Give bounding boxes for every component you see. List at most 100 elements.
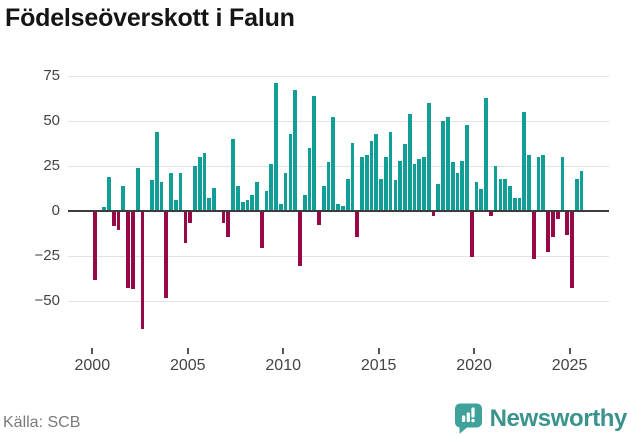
bar	[417, 158, 422, 211]
bar	[441, 121, 445, 211]
bar	[188, 212, 193, 223]
bar	[298, 212, 302, 266]
bar	[560, 157, 565, 211]
bar	[407, 113, 412, 211]
bar	[264, 191, 269, 211]
y-axis-tick-label: 0	[51, 202, 60, 219]
bar	[469, 212, 474, 257]
x-axis-tick-label: 2015	[360, 357, 397, 374]
bar	[336, 203, 340, 211]
gridline	[68, 256, 609, 257]
bar	[493, 166, 498, 211]
bar	[551, 212, 555, 238]
gridline	[68, 301, 609, 302]
source-note: Källa: SCB	[3, 414, 81, 431]
bar	[383, 157, 388, 211]
bar	[503, 178, 508, 211]
bar	[484, 97, 488, 211]
bar	[422, 157, 426, 211]
bar	[531, 212, 536, 259]
bar	[446, 117, 450, 211]
bar	[374, 133, 379, 211]
y-axis-tick-label: 75	[43, 67, 60, 84]
bar	[245, 200, 250, 211]
bar	[355, 212, 360, 238]
bar	[546, 212, 550, 252]
bar	[135, 167, 140, 211]
bar	[460, 160, 465, 211]
bar	[455, 173, 460, 211]
bar	[360, 157, 364, 211]
gridline	[68, 76, 609, 77]
bar	[121, 185, 126, 211]
bar	[517, 198, 522, 211]
bar	[522, 112, 527, 211]
x-axis-tick	[473, 348, 476, 354]
gridline	[68, 166, 609, 167]
bar	[345, 178, 350, 211]
bar	[221, 212, 226, 223]
bar	[236, 185, 240, 211]
bar	[369, 140, 374, 211]
bar	[326, 162, 331, 211]
bar	[398, 160, 403, 211]
bar	[379, 178, 383, 211]
bar	[250, 194, 255, 211]
newsworthy-logo: Newsworthy	[454, 403, 627, 434]
bar	[579, 171, 584, 211]
bar	[269, 164, 274, 211]
x-axis-tick-label: 2000	[74, 357, 111, 374]
bar	[111, 212, 116, 227]
bar	[565, 212, 570, 236]
bar	[302, 194, 307, 211]
bar	[240, 202, 245, 211]
bar	[107, 176, 111, 211]
bar	[274, 83, 278, 211]
x-axis-tick	[186, 348, 189, 354]
bar	[169, 173, 173, 211]
bar	[508, 185, 512, 211]
bar	[431, 212, 436, 216]
bar	[527, 155, 531, 211]
bar	[364, 155, 369, 211]
bar	[226, 212, 231, 238]
bar	[293, 90, 298, 211]
bar	[341, 205, 345, 211]
bar	[197, 157, 202, 211]
x-axis-tick	[91, 348, 94, 354]
bar	[255, 182, 259, 211]
x-axis-tick	[568, 348, 571, 354]
bar	[321, 185, 326, 211]
bar	[159, 182, 164, 211]
y-axis-tick-label: −25	[34, 247, 60, 264]
bar	[183, 212, 188, 243]
bar	[178, 173, 183, 211]
bar	[536, 157, 541, 211]
chart-title: Födelseöverskott i Falun	[5, 4, 295, 32]
bar	[426, 103, 431, 211]
newsworthy-logo-icon	[454, 403, 482, 434]
bar	[150, 180, 154, 211]
bar	[465, 124, 469, 211]
bar	[388, 131, 393, 211]
bar	[479, 189, 484, 211]
bar	[154, 131, 159, 211]
bar	[131, 212, 135, 290]
newsworthy-logo-text: Newsworthy	[489, 404, 628, 432]
x-axis-tick-label: 2020	[456, 357, 492, 374]
bar	[140, 212, 145, 329]
bar	[278, 203, 283, 211]
y-axis-tick-label: 25	[43, 157, 60, 174]
bar	[102, 207, 107, 211]
bar	[193, 166, 197, 211]
bar	[259, 212, 264, 248]
bar	[488, 212, 493, 216]
y-axis-tick-label: −50	[34, 292, 60, 309]
bar	[555, 212, 560, 220]
bar	[331, 117, 336, 211]
bar	[164, 212, 169, 299]
bar	[403, 144, 407, 211]
bar	[393, 180, 398, 211]
bar	[173, 200, 178, 211]
